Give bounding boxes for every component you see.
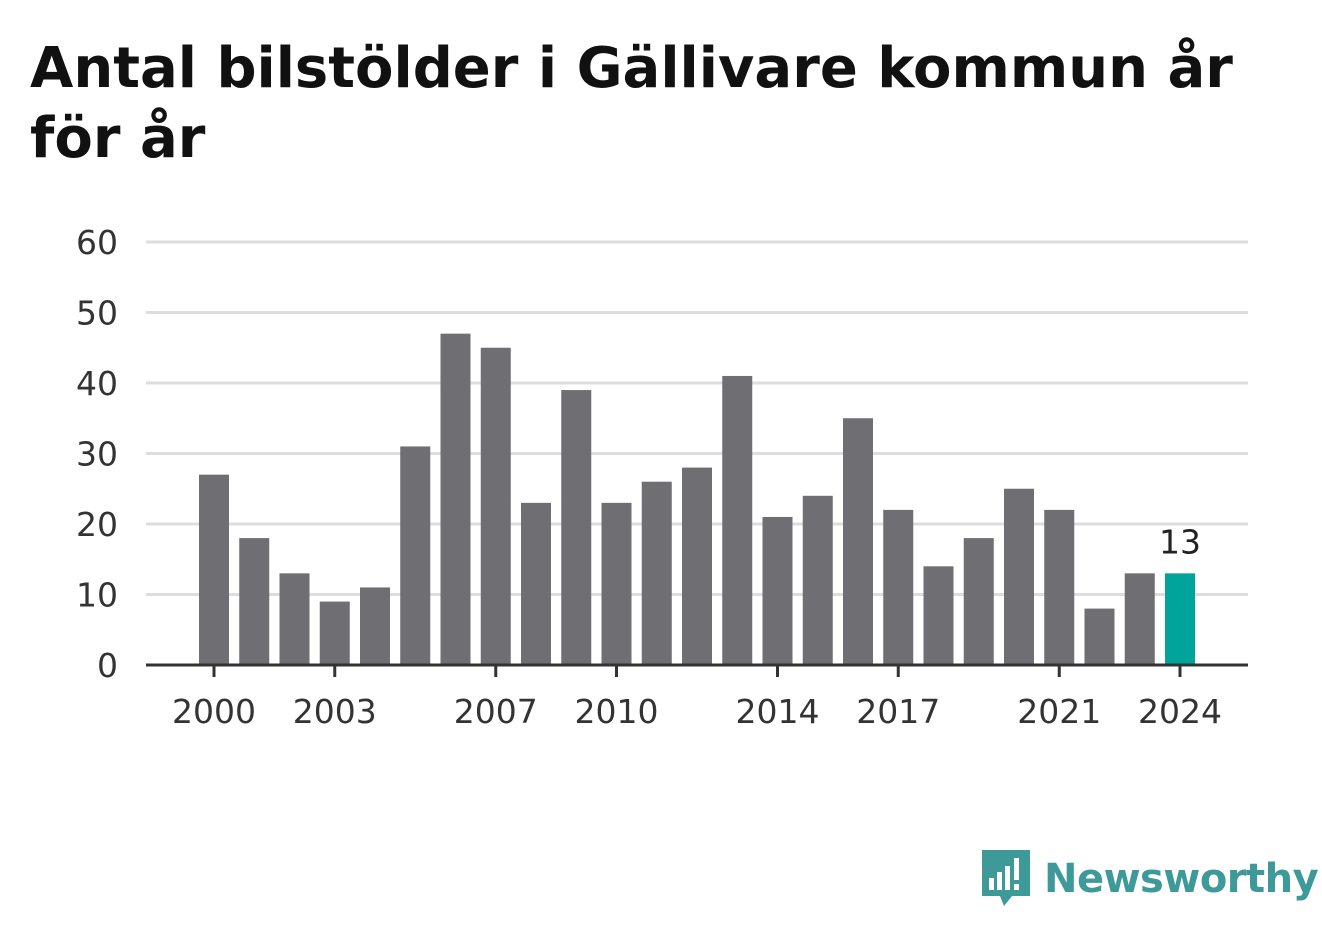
y-axis-ticks: 0 10 20 30 40 50 60 bbox=[76, 223, 118, 685]
bar-2016 bbox=[843, 418, 873, 665]
x-tick-label: 2021 bbox=[1017, 692, 1101, 731]
bar-2010 bbox=[601, 502, 632, 665]
bars bbox=[199, 333, 1195, 665]
x-tick-label: 2017 bbox=[856, 692, 940, 731]
bar-2007 bbox=[480, 347, 511, 665]
y-tick-label: 0 bbox=[97, 646, 118, 685]
bar-2013 bbox=[722, 375, 753, 665]
chart-title: Antal bilstölder i Gällivare kommun år f… bbox=[30, 36, 1233, 171]
y-tick-label: 40 bbox=[76, 364, 118, 403]
bar-2021 bbox=[1044, 509, 1075, 665]
logo-text: Newsworthy bbox=[1044, 856, 1319, 902]
bar-2022 bbox=[1084, 608, 1115, 665]
data-label-2024: 13 bbox=[1159, 522, 1201, 561]
bar-2020 bbox=[1004, 488, 1034, 665]
bar-2018 bbox=[923, 566, 954, 665]
bar-2006 bbox=[440, 333, 471, 665]
x-tick-label: 2007 bbox=[454, 692, 538, 731]
bar-2004 bbox=[360, 587, 390, 665]
x-tick-label: 2010 bbox=[575, 692, 659, 731]
y-tick-label: 20 bbox=[76, 505, 118, 544]
bar-2015 bbox=[802, 495, 833, 665]
bar-2008 bbox=[521, 502, 551, 665]
x-tick-label: 2000 bbox=[172, 692, 256, 731]
bar-2019 bbox=[963, 538, 994, 665]
y-tick-label: 60 bbox=[76, 223, 118, 262]
y-tick-label: 50 bbox=[76, 294, 118, 333]
newsworthy-logo: Newsworthy bbox=[980, 848, 1319, 910]
newsworthy-logo-icon bbox=[982, 850, 1030, 906]
bar-2024 bbox=[1165, 573, 1195, 665]
bar-2014 bbox=[762, 516, 793, 665]
x-tick-label: 2014 bbox=[736, 692, 820, 731]
bar-2005 bbox=[400, 446, 431, 665]
y-tick-label: 10 bbox=[76, 576, 118, 615]
y-tick-label: 30 bbox=[76, 435, 118, 474]
bar-2000 bbox=[199, 474, 229, 665]
bar-2009 bbox=[561, 390, 592, 665]
bar-2012 bbox=[682, 467, 712, 665]
x-axis: 2000 2003 2007 2010 2014 2017 2021 2024 bbox=[146, 663, 1248, 731]
bar-2011 bbox=[641, 481, 672, 665]
bar-2002 bbox=[279, 573, 310, 665]
bar-2001 bbox=[239, 538, 270, 665]
bar-2023 bbox=[1124, 573, 1155, 665]
data-labels: 13 bbox=[1159, 522, 1201, 561]
bar-2017 bbox=[883, 509, 914, 665]
x-tick-label: 2003 bbox=[293, 692, 377, 731]
bar-2003 bbox=[319, 601, 350, 665]
x-tick-label: 2024 bbox=[1138, 692, 1222, 731]
